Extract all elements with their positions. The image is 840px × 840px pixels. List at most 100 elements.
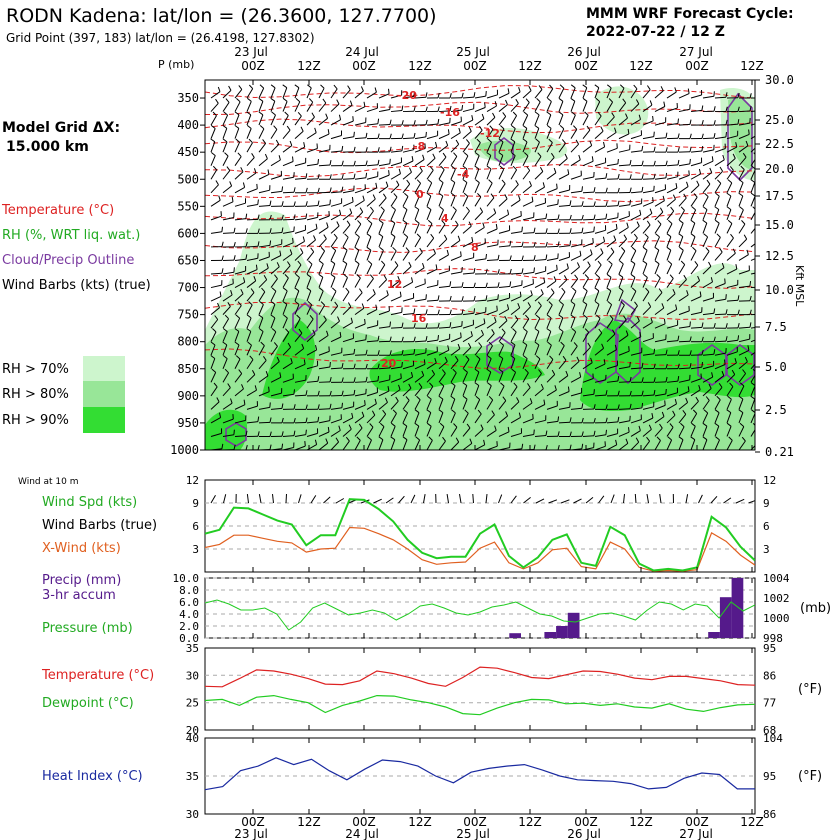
kft-tick-label: 22.5	[765, 137, 794, 151]
y2-tick-label: 6	[763, 520, 770, 533]
wind-barb-flag	[713, 91, 715, 97]
wind-barb-flag	[548, 138, 553, 143]
wind-barb	[606, 205, 619, 207]
wind-barb	[570, 317, 576, 329]
wind-barb-flag	[510, 355, 516, 359]
wind-barb-flag	[413, 349, 416, 355]
wind-barb	[702, 281, 713, 288]
wind-barb	[282, 393, 294, 397]
wind-barb	[270, 232, 283, 234]
wind-barb-flag	[696, 180, 700, 186]
bottom-hour-label: 12Z	[740, 815, 764, 829]
wind-barb-flag	[635, 437, 640, 443]
wind-barb-flag	[452, 206, 457, 211]
wind-barb	[354, 211, 364, 221]
wind-barb-flag	[486, 368, 492, 373]
wind-barb	[306, 365, 318, 370]
wind-barb-flag	[725, 323, 728, 329]
wind-barb	[462, 119, 474, 126]
wind-barb-flag	[742, 152, 747, 158]
wind-barb-flag	[442, 152, 447, 158]
wind-barb-flag	[449, 93, 452, 99]
wind-barb-flag	[701, 119, 704, 126]
wind-barb	[510, 215, 522, 221]
wind-barb-flag	[451, 165, 456, 170]
wind-barb-10m	[310, 495, 317, 504]
wind-barb-flag	[762, 309, 763, 314]
wind-barb	[726, 399, 732, 410]
wind-barb	[714, 251, 723, 261]
wind-barb	[294, 252, 304, 261]
wind-barb	[378, 390, 390, 397]
wind-barb	[354, 236, 360, 248]
wind-barb	[474, 299, 487, 302]
wind-barb	[222, 185, 232, 194]
wind-barb	[582, 346, 591, 356]
wind-barb-flag	[475, 355, 481, 360]
wind-barb	[702, 95, 714, 99]
wind-barb-flag	[737, 309, 740, 315]
wind-barb-flag	[387, 386, 390, 392]
wind-barb-flag	[667, 219, 673, 224]
wind-barb	[378, 174, 390, 180]
wind-barb	[690, 222, 696, 234]
wind-barb	[678, 197, 687, 207]
p-tick-label: 400	[177, 118, 199, 132]
y2-tick-label: 12	[763, 474, 776, 487]
wind-barb	[258, 291, 266, 302]
wind-barb-flag	[501, 328, 506, 333]
wind-barb-flag	[511, 368, 516, 373]
wind-barb-flag	[557, 214, 560, 220]
wind-barb-flag	[273, 125, 278, 130]
wind-barb	[246, 359, 254, 370]
wind-barb	[498, 385, 505, 397]
wind-barb	[210, 199, 221, 207]
wind-barb-flag	[359, 207, 364, 213]
wind-barb	[726, 158, 736, 167]
wind-barb	[258, 375, 269, 383]
wind-barb	[282, 129, 291, 139]
wind-barb	[534, 259, 547, 261]
wind-barb-flag	[689, 119, 692, 125]
wind-barb-flag	[760, 251, 761, 256]
wind-barb	[702, 365, 714, 370]
wind-barb	[210, 331, 217, 342]
wind-barb	[462, 182, 468, 193]
wind-barb	[330, 150, 342, 153]
wind-barb	[678, 326, 690, 329]
legend-dewpoint: Dewpoint (°C)	[42, 696, 134, 711]
wind-barb	[306, 304, 313, 315]
wind-barb-flag	[428, 436, 433, 441]
wind-barb-flag	[602, 236, 606, 242]
wind-barb-flag	[614, 344, 617, 350]
wind-barb-flag	[702, 436, 708, 441]
wind-barb	[630, 150, 642, 153]
wind-barb	[342, 291, 350, 302]
wind-barb-flag	[255, 264, 258, 270]
p-tick-label: 750	[177, 308, 199, 322]
wind-barb	[438, 169, 445, 180]
wind-barb-flag	[708, 261, 712, 267]
y2-tick-label: 1004	[763, 572, 790, 585]
wind-barb-flag	[341, 186, 344, 192]
wind-barb-flag	[487, 138, 492, 143]
wind-barb-flag	[638, 114, 641, 120]
wind-barb-flag	[322, 98, 327, 104]
wind-barb	[630, 419, 642, 424]
wind-barb	[678, 223, 684, 234]
wind-barb-flag	[578, 154, 581, 160]
wind-barb	[270, 392, 282, 397]
wind-barb-flag	[305, 187, 308, 193]
wind-barb-flag	[224, 314, 229, 320]
wind-barb	[582, 265, 591, 275]
wind-barb	[414, 412, 420, 424]
wind-barb-flag	[738, 179, 744, 183]
wind-barb	[210, 141, 216, 153]
wind-barb	[510, 386, 518, 397]
wind-barb	[570, 129, 578, 139]
wind-barb	[630, 191, 643, 194]
wind-barb-flag	[611, 112, 615, 118]
wind-barb-flag	[691, 206, 696, 211]
wind-barb	[426, 157, 436, 167]
wind-barb-flag	[246, 328, 252, 332]
